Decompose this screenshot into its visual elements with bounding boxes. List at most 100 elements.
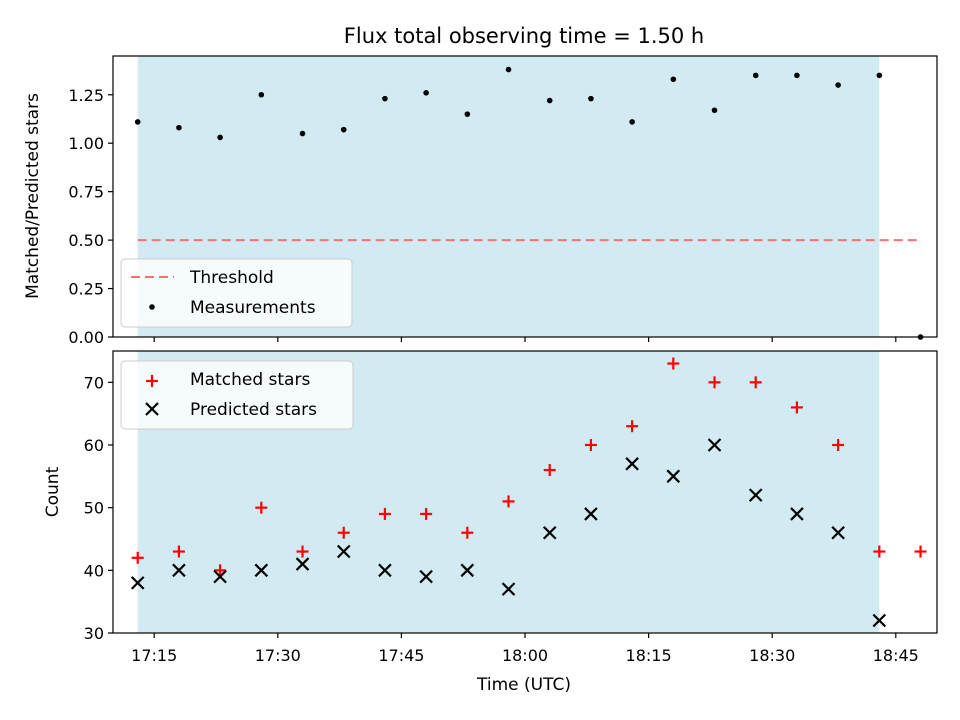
measurement-point: [217, 134, 223, 141]
upper-axes-frame: [112, 55, 938, 338]
legend-measurements-label: Measurements: [190, 298, 316, 318]
measurement-point: [835, 82, 841, 88]
lower-panel: 30 40 50 60 70 17:15 17:30 17:45 18:00 18:15 18:3…: [43, 350, 938, 695]
legend-predicted-swatch: [145, 402, 159, 416]
measurement-point: [299, 130, 306, 137]
predicted-star-point: [872, 613, 887, 628]
predicted-star-point: [295, 557, 310, 571]
lower-y-tick-label: 30: [84, 624, 104, 643]
matched-star-point: [172, 545, 185, 558]
predicted-star-point: [831, 525, 845, 540]
measurement-point: [629, 119, 635, 125]
upper-y-axis-label: Matched/Predicted stars: [23, 93, 43, 299]
matched-star-point: [502, 495, 515, 508]
upper-y-tick-label: 0.00: [68, 328, 104, 347]
lower-y-tick-label: 40: [84, 561, 104, 580]
predicted-star-point: [213, 569, 227, 584]
upper-panel: 0.00 0.25 0.50 0.75 1.00 1.25 Matched/Predict…: [23, 55, 938, 347]
matched-star-point: [790, 401, 803, 414]
predicted-star-point: [748, 488, 763, 502]
measurement-point: [670, 76, 677, 83]
measurement-point: [794, 72, 800, 79]
upper-y-ticks: 0.00 0.25 0.50 0.75 1.00 1.25: [68, 86, 113, 347]
x-tick-label: 17:30: [255, 646, 301, 665]
x-tick-label: 18:15: [626, 646, 672, 665]
matched-star-point: [832, 439, 845, 451]
matched-star-point: [131, 551, 144, 564]
predicted-star-point: [254, 563, 269, 578]
legend-threshold-label: Threshold: [189, 268, 274, 288]
matched-star-point: [296, 545, 309, 558]
measurement-point: [423, 90, 429, 96]
matched-stars-points: [131, 357, 927, 577]
legend-matched-label: Matched stars: [190, 370, 310, 390]
matched-star-point: [708, 376, 721, 389]
upper-y-tick-label: 0.50: [68, 231, 104, 250]
matched-star-point: [255, 501, 268, 514]
upper-y-tick-label: 0.25: [68, 280, 104, 299]
lower-y-tick-label: 60: [84, 436, 104, 455]
predicted-star-point: [542, 525, 557, 540]
legend-measurements-swatch: [149, 304, 155, 310]
measurement-points: [134, 66, 924, 340]
predicted-star-point: [584, 507, 598, 521]
legend-predicted-label: Predicted stars: [190, 400, 317, 420]
chart-title: Flux total observing time = 1.50 h: [344, 24, 704, 48]
predicted-star-point: [460, 563, 475, 578]
upper-y-tick-label: 0.75: [68, 183, 104, 202]
measurement-point: [505, 66, 512, 73]
predicted-star-point: [501, 582, 516, 596]
matched-star-point: [873, 545, 886, 558]
predicted-star-point: [625, 457, 639, 471]
predicted-star-point: [378, 563, 392, 578]
x-tick-label: 17:15: [131, 646, 177, 665]
predicted-star-point: [172, 563, 186, 578]
lower-y-axis-label: Count: [43, 466, 63, 517]
predicted-star-point: [336, 544, 351, 559]
predicted-star-point: [419, 569, 433, 584]
upper-y-tick-label: 1.00: [68, 134, 104, 153]
legend-matched-swatch: [146, 375, 158, 387]
lower-y-ticks: 30 40 50 60 70: [84, 373, 113, 643]
matched-star-point: [749, 376, 762, 389]
measurement-point: [176, 124, 182, 131]
matched-star-point: [337, 526, 350, 539]
lower-y-tick-label: 50: [84, 499, 104, 518]
measurement-point: [340, 126, 347, 133]
lower-y-tick-label: 70: [84, 373, 104, 392]
x-tick-label: 18:30: [749, 646, 795, 665]
predicted-star-point: [707, 438, 722, 452]
measurement-point: [382, 95, 388, 102]
measurement-point: [876, 72, 883, 79]
lower-legend: Matched stars Predicted stars: [120, 360, 354, 430]
measurement-point: [752, 72, 759, 79]
matched-star-point: [626, 420, 639, 433]
matched-star-point: [420, 507, 433, 520]
upper-x-tick-marks: [153, 337, 897, 342]
matched-star-point: [543, 464, 556, 477]
x-tick-label: 18:00: [502, 646, 548, 665]
x-ticks: 17:15 17:30 17:45 18:00 18:15 18:30 18:45: [131, 633, 919, 665]
matched-star-point: [914, 545, 927, 558]
matched-star-point: [214, 564, 227, 577]
upper-legend-box: [120, 258, 353, 328]
matched-star-point: [667, 357, 680, 370]
measurement-point: [546, 97, 553, 104]
measurement-point: [134, 119, 141, 125]
lower-axes-frame: [112, 350, 938, 634]
measurement-point: [258, 91, 265, 98]
matched-star-point: [461, 526, 474, 539]
predicted-star-point: [130, 576, 145, 590]
upper-y-tick-label: 1.25: [68, 86, 104, 105]
matched-star-point: [378, 507, 391, 520]
x-axis-label: Time (UTC): [476, 675, 571, 695]
predicted-stars-points: [130, 438, 887, 628]
measurement-point: [464, 111, 471, 117]
x-tick-label: 17:45: [378, 646, 424, 665]
x-tick-label: 18:45: [873, 646, 919, 665]
matched-star-point: [584, 439, 597, 451]
lower-legend-box: [120, 360, 354, 430]
predicted-star-point: [790, 507, 804, 521]
measurement-point: [711, 107, 718, 114]
